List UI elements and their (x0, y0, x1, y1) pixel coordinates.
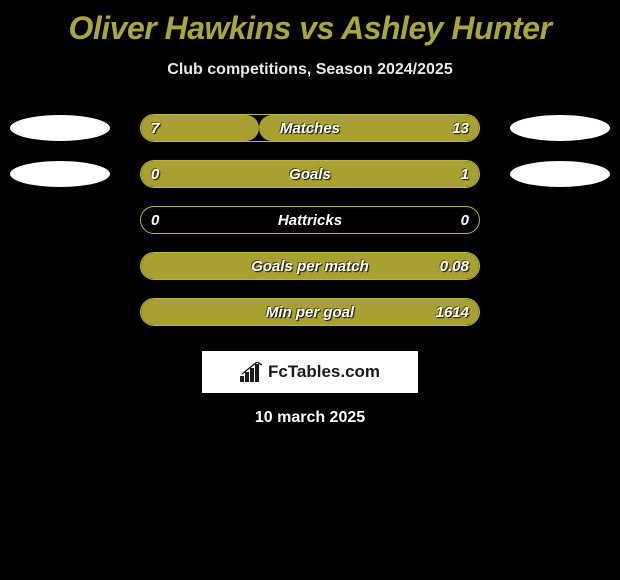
stat-value-right: 13 (452, 120, 469, 137)
player-right-marker (510, 161, 610, 187)
stat-value-left: 7 (151, 120, 159, 137)
page-subtitle: Club competitions, Season 2024/2025 (0, 61, 620, 79)
player-right-marker (510, 115, 610, 141)
brand-chart-icon (240, 362, 264, 382)
date-label: 10 march 2025 (0, 409, 620, 427)
stat-bar-track: 0 0Hattricks (140, 206, 480, 234)
player-left-marker (10, 115, 110, 141)
stat-row: 0 0Hattricks (0, 201, 620, 247)
page-title: Oliver Hawkins vs Ashley Hunter (0, 0, 620, 47)
stat-value-right: 0.08 (440, 258, 469, 275)
stat-bar-fill-right (141, 299, 479, 325)
comparison-rows: 713Matches01Goals00Hattricks0.08Goals pe… (0, 109, 620, 339)
stat-row: 713Matches (0, 109, 620, 155)
brand-box: FcTables.com (202, 351, 418, 393)
brand-label: FcTables.com (268, 362, 380, 382)
stat-bar-fill-right (259, 115, 479, 141)
stat-row: 0.08Goals per match (0, 247, 620, 293)
stat-value-left: 0 (151, 212, 159, 229)
stat-bar-fill-right (141, 161, 479, 187)
stat-bar-track: 1614Min per goal (140, 298, 480, 326)
stat-bar-track: 01Goals (140, 160, 480, 188)
stat-value-right: 1 (461, 166, 469, 183)
stat-value-left: 0 (151, 166, 159, 183)
stat-bar-track: 713Matches (140, 114, 480, 142)
stat-label: Hattricks (141, 212, 479, 229)
stat-value-right: 0 (461, 212, 469, 229)
stat-bar-fill-right (141, 253, 479, 279)
stat-row: 1614Min per goal (0, 293, 620, 339)
stat-value-right: 1614 (436, 304, 469, 321)
stat-row: 01Goals (0, 155, 620, 201)
stat-bar-track: 0.08Goals per match (140, 252, 480, 280)
player-left-marker (10, 161, 110, 187)
